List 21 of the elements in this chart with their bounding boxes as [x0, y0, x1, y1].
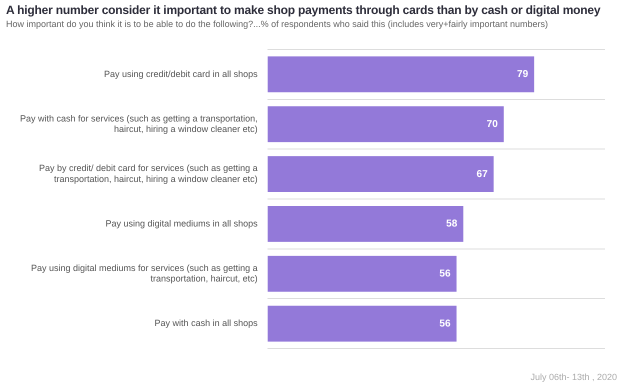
y-tick-label: Pay by credit/ debit card for services (such as getting a transportation, haircut, hiring a window cleaner etc)	[39, 163, 258, 184]
bar	[268, 106, 504, 142]
y-tick-label: Pay with cash for services (such as getting a transportation, haircut, hiring a window cleaner etc)	[20, 113, 258, 134]
bar	[268, 156, 494, 192]
bar	[268, 56, 534, 92]
y-tick-label: Pay using credit/debit card in all shops	[104, 68, 258, 79]
data-label: 70	[486, 118, 498, 130]
chart-subtitle: How important do you think it is to be able to do the following?...% of respondents who said this (includes very+fairly important numbers)	[6, 19, 548, 29]
y-tick-label: Pay using digital mediums for services (such as getting a transportation, haircut, etc)	[31, 262, 258, 284]
data-label: 56	[439, 268, 451, 280]
data-label: 67	[476, 168, 488, 180]
data-label: 56	[439, 318, 451, 330]
bar	[268, 256, 457, 292]
y-tick-label: Pay with cash in all shops	[154, 318, 258, 328]
y-tick-label: Pay using digital mediums in all shops	[106, 218, 258, 228]
text: July 06th- 13th , 2020	[530, 372, 617, 382]
bar	[268, 306, 457, 342]
data-label: 79	[517, 69, 529, 80]
bar	[268, 206, 464, 242]
data-label: 58	[446, 218, 458, 230]
chart-title: A higher number consider it important to make shop payments through cards than by cash or digital money	[6, 3, 600, 17]
